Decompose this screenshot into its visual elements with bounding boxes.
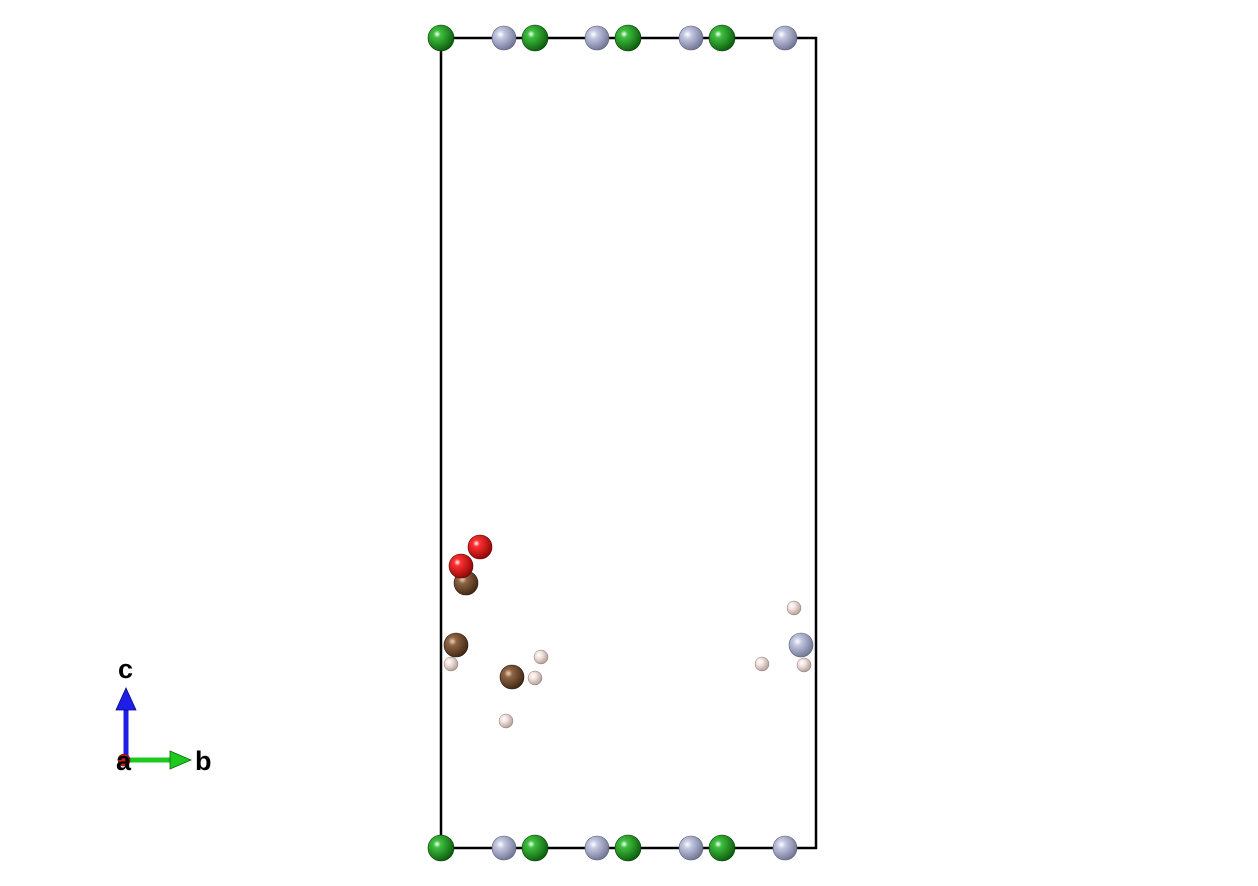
atom-lavender[interactable] <box>772 835 798 861</box>
atom-green[interactable] <box>427 834 455 862</box>
a-axis-marker <box>117 753 131 767</box>
atom-lavender[interactable] <box>772 25 798 51</box>
atom-pink[interactable] <box>754 656 770 672</box>
bottom-layer-atoms <box>427 834 798 862</box>
b-axis-label: b <box>195 746 212 776</box>
b-axis-arrow-head <box>169 750 193 770</box>
a-axis-label: a <box>116 746 132 776</box>
atom-green[interactable] <box>614 24 642 52</box>
unit-cell-outline <box>439 36 818 850</box>
atom-lavender[interactable] <box>584 25 610 51</box>
atom-pink[interactable] <box>443 656 459 672</box>
c-axis-arrow-head <box>115 687 137 711</box>
atom-pink[interactable] <box>527 670 543 686</box>
atom-brown[interactable] <box>443 632 469 658</box>
atom-lavender[interactable] <box>678 835 704 861</box>
atom-green[interactable] <box>708 834 736 862</box>
atom-lavender[interactable] <box>491 25 517 51</box>
atom-pink[interactable] <box>498 713 514 729</box>
atom-red[interactable] <box>467 534 493 560</box>
atom-pink[interactable] <box>796 657 812 673</box>
c-axis-label: c <box>118 654 133 684</box>
atom-pink[interactable] <box>786 600 802 616</box>
atom-lavender[interactable] <box>491 835 517 861</box>
adsorbate-right <box>754 600 814 673</box>
atom-lavender[interactable] <box>678 25 704 51</box>
atom-green[interactable] <box>708 24 736 52</box>
atom-pink[interactable] <box>533 649 549 665</box>
atom-brown[interactable] <box>499 664 525 690</box>
atom-lavender[interactable] <box>584 835 610 861</box>
atom-green[interactable] <box>427 24 455 52</box>
atom-green[interactable] <box>614 834 642 862</box>
atom-green[interactable] <box>521 834 549 862</box>
adsorbate-left <box>443 534 549 729</box>
top-layer-atoms <box>427 24 798 52</box>
axes-indicator: c a b <box>115 654 212 776</box>
atom-green[interactable] <box>521 24 549 52</box>
atom-red[interactable] <box>448 553 474 579</box>
atom-lavender[interactable] <box>788 632 814 658</box>
